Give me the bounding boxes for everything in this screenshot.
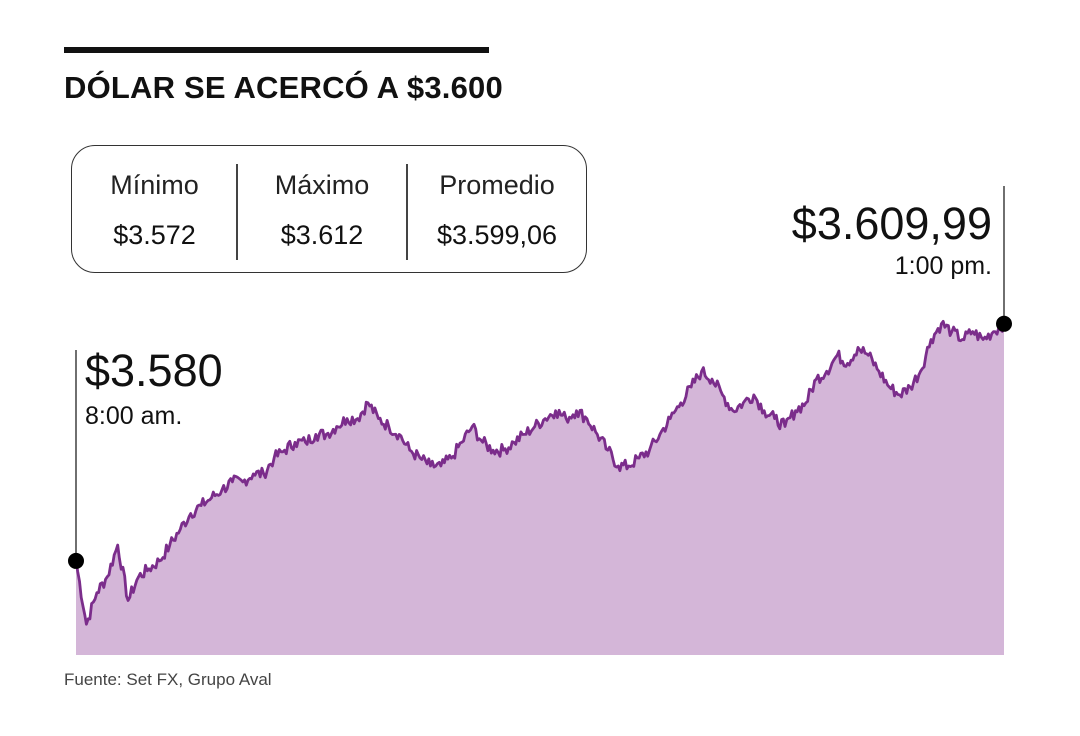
start-point-marker — [68, 552, 84, 569]
stat-minimum-label: Mínimo — [110, 170, 199, 200]
stat-average-label: Promedio — [439, 170, 555, 200]
stat-divider — [406, 164, 408, 260]
stat-maximum-value: $3.612 — [280, 220, 364, 250]
title-rule — [64, 47, 489, 53]
stat-maximum: Máximo $3.612 — [238, 146, 406, 272]
stat-maximum-label: Máximo — [274, 170, 370, 200]
chart-title: DÓLAR SE ACERCÓ A $3.600 — [64, 70, 503, 105]
stat-average: Promedio $3.599,06 — [408, 146, 586, 272]
stat-minimum: Mínimo $3.572 — [72, 146, 237, 272]
start-value-label: $3.580 — [85, 345, 223, 396]
price-line — [74, 320, 1006, 626]
stat-average-value: $3.599,06 — [436, 220, 558, 250]
stat-minimum-value: $3.572 — [113, 220, 196, 250]
stat-divider — [236, 164, 238, 260]
stats-box: Mínimo $3.572 Máximo $3.612 Promedio $3.… — [71, 145, 587, 273]
end-time-label: 1:00 pm. — [894, 252, 992, 280]
end-point-marker — [996, 315, 1012, 332]
start-time-label: 8:00 am. — [85, 402, 183, 430]
end-value-label: $3.609,99 — [791, 198, 992, 249]
price-area — [76, 321, 1004, 655]
source-note: Fuente: Set FX, Grupo Aval — [64, 670, 272, 689]
